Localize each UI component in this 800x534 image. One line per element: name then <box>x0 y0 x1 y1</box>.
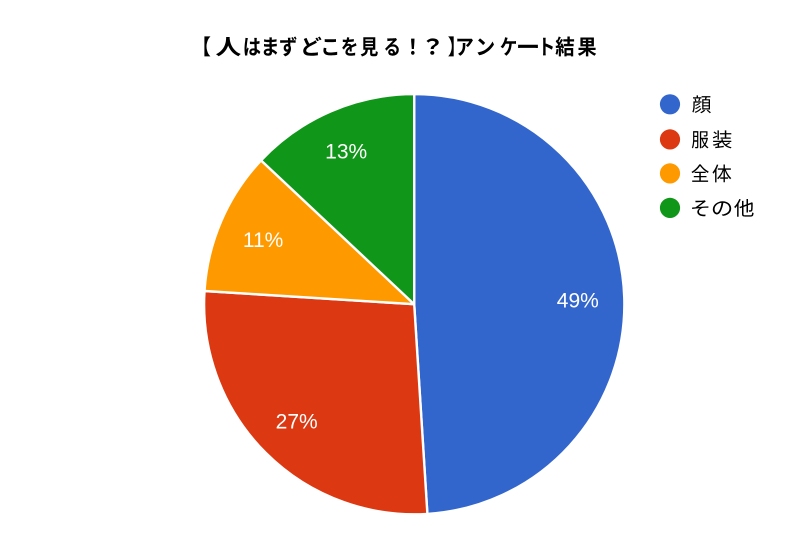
svg-text:27%: 27% <box>276 410 318 433</box>
svg-text:49%: 49% <box>557 290 599 313</box>
svg-text:11%: 11% <box>243 229 283 252</box>
svg-text:13%: 13% <box>325 140 367 163</box>
